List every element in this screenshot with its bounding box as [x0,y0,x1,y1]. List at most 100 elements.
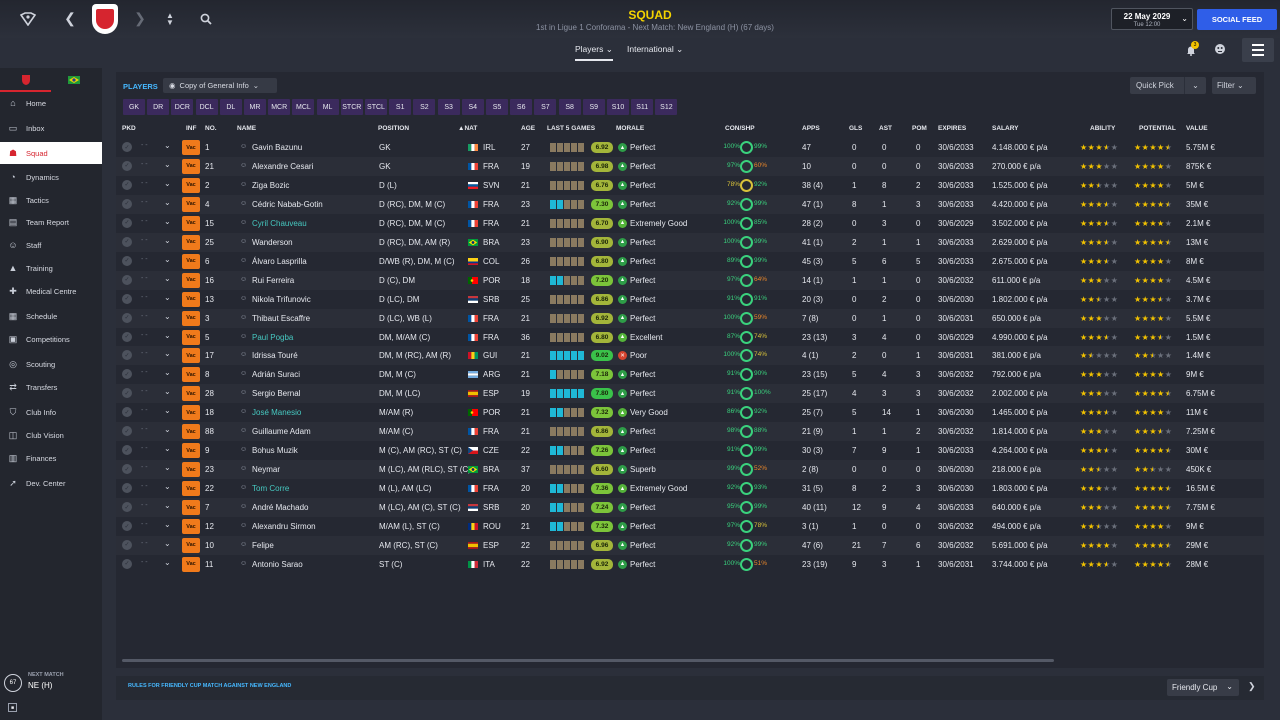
position-filter-s1[interactable]: S1 [389,99,412,115]
picked-icon[interactable]: ✓ [122,407,132,418]
picked-icon[interactable]: ✓ [122,464,132,475]
position-filter-s2[interactable]: S2 [413,99,436,115]
col-nat[interactable]: ▲NAT [458,125,477,132]
date-selector[interactable]: 22 May 2029 Tue 12:00 ⌄ [1111,8,1193,30]
col-value[interactable]: VALUE [1186,125,1208,132]
sidebar-item-schedule[interactable]: ▦ Schedule [0,305,102,327]
picked-icon[interactable]: ✓ [122,388,132,399]
picked-icon[interactable]: ✓ [122,198,132,209]
table-row[interactable]: ✓ - - ⌄ Vac 15 ☺ Cyril Chauveau D (RC), DM, M (… [116,214,1264,233]
vacation-badge[interactable]: Vac [182,310,200,326]
col-ability[interactable]: ABILITY [1090,125,1116,132]
position-filter-mcr[interactable]: MCR [268,99,291,115]
position-filter-s9[interactable]: S9 [582,99,605,115]
vacation-badge[interactable]: Vac [182,234,200,250]
view-selector[interactable]: ◉ Copy of General Info ⌄ [163,78,277,93]
vacation-badge[interactable]: Vac [182,177,200,193]
col-expires[interactable]: EXPIRES [938,125,967,132]
chevron-down-icon[interactable]: ⌄ [164,311,171,321]
position-filter-stcl[interactable]: STCL [365,99,387,115]
vacation-badge[interactable]: Vac [182,386,200,402]
up-down-icon[interactable]: ▲ ▼ [166,11,174,27]
picked-icon[interactable]: ✓ [122,331,132,342]
sidebar-item-inbox[interactable]: ▭ Inbox [0,117,102,139]
col-apps[interactable]: APPS [802,125,820,132]
table-row[interactable]: ✓ - - ⌄ Vac 4 ☺ Cédric Nabab-Gotin D (RC), DM, … [116,195,1264,214]
table-row[interactable]: ✓ - - ⌄ Vac 11 ☺ Antonio Sarao ST (C) ITA 22 6.92 ▲… [116,555,1264,574]
sidebar-item-transfers[interactable]: ⇄ Transfers [0,376,102,398]
sidebar-item-dynamics[interactable]: ◔ Dynamics [0,166,102,188]
vacation-badge[interactable]: Vac [182,367,200,383]
table-row[interactable]: ✓ - - ⌄ Vac 10 ☺ Felipe AM (RC), ST (C) ESP 22 6.9… [116,536,1264,555]
vacation-badge[interactable]: Vac [182,158,200,174]
vacation-badge[interactable]: Vac [182,500,200,516]
picked-icon[interactable]: ✓ [122,558,132,569]
picked-icon[interactable]: ✓ [122,539,132,550]
table-row[interactable]: ✓ - - ⌄ Vac 17 ☺ Idrissa Touré DM, M (RC), AM (… [116,346,1264,365]
position-filter-dr[interactable]: DR [147,99,170,115]
table-row[interactable]: ✓ - - ⌄ Vac 25 ☺ Wanderson D (RC), DM, AM (R) BR… [116,233,1264,252]
picked-icon[interactable]: ✓ [122,142,132,152]
picked-icon[interactable]: ✓ [122,160,132,171]
vacation-badge[interactable]: Vac [182,405,200,421]
position-filter-mr[interactable]: MR [244,99,266,115]
national-tab-icon[interactable] [66,73,82,87]
tab-international[interactable]: International ⌄ [627,44,683,55]
position-filter-s11[interactable]: S11 [631,99,654,115]
sidebar-item-club-info[interactable]: ⛉ Club Info [0,401,102,423]
col-conshp[interactable]: CON/SHP [725,125,755,132]
chevron-right-icon[interactable]: ❯ [1248,681,1256,691]
col-last5[interactable]: LAST 5 GAMES [547,125,596,132]
position-filter-stcr[interactable]: STCR [340,99,363,115]
table-row[interactable]: ✓ - - ⌄ Vac 6 ☺ Álvaro Lasprilla D/WB (R), DM, … [116,252,1264,271]
col-pkd[interactable]: PKD [122,125,136,132]
chevron-down-icon[interactable]: ⌄ [164,463,171,473]
search-icon[interactable] [198,10,214,28]
table-row[interactable]: ✓ - - ⌄ Vac 22 ☺ Tom Corre M (L), AM (LC) FRA 20 7… [116,479,1264,498]
horizontal-scrollbar[interactable] [122,659,1054,662]
vacation-badge[interactable]: Vac [182,272,200,288]
table-row[interactable]: ✓ - - ⌄ Vac 28 ☺ Sergio Bernal DM, M (LC) ESP 19 7… [116,384,1264,403]
picked-icon[interactable]: ✓ [122,236,132,247]
sidebar-item-club-vision[interactable]: ◫ Club Vision [0,424,102,446]
position-filter-s4[interactable]: S4 [461,99,484,115]
chevron-down-icon[interactable]: ⌄ [164,538,171,548]
sidebar-item-staff[interactable]: ☺ Staff [0,234,102,256]
vacation-badge[interactable]: Vac [182,215,200,231]
table-row[interactable]: ✓ - - ⌄ Vac 23 ☺ Neymar M (LC), AM (RLC), ST (C… [116,460,1264,479]
chevron-down-icon[interactable]: ⌄ [1184,77,1206,94]
club-tab-icon[interactable] [18,73,34,87]
position-filter-dl[interactable]: DL [219,99,242,115]
picked-icon[interactable]: ✓ [122,217,132,228]
table-row[interactable]: ✓ - - ⌄ Vac 5 ☺ Paul Pogba DM, M/AM (C) FRA 36 6.8… [116,328,1264,347]
table-row[interactable]: ✓ - - ⌄ Vac 9 ☺ Bohus Muzik M (C), AM (RC), ST … [116,441,1264,460]
position-filter-s8[interactable]: S8 [558,99,581,115]
vacation-badge[interactable]: Vac [182,537,200,553]
col-salary[interactable]: SALARY [992,125,1019,132]
chevron-down-icon[interactable]: ⌄ [164,444,171,454]
picked-icon[interactable]: ✓ [122,521,132,531]
chevron-down-icon[interactable]: ⌄ [164,141,171,150]
position-filter-s3[interactable]: S3 [437,99,460,115]
table-row[interactable]: ✓ - - ⌄ Vac 88 ☺ Guillaume Adam M/AM (C) FRA 21 6.… [116,422,1264,441]
chevron-down-icon[interactable]: ⌄ [164,387,171,397]
position-filter-s12[interactable]: S12 [655,99,678,115]
chevron-down-icon[interactable]: ⌄ [164,557,171,567]
position-filter-s6[interactable]: S6 [510,99,533,115]
quick-pick-button[interactable]: Quick Pick [1130,77,1206,94]
sidebar-item-squad[interactable]: ☗ Squad [0,142,102,164]
sidebar-item-scouting[interactable]: ◎ Scouting [0,353,102,375]
social-feed-button[interactable]: SOCIAL FEED [1197,9,1277,30]
chevron-down-icon[interactable]: ⌄ [164,235,171,245]
vacation-badge[interactable]: Vac [182,196,200,212]
vacation-badge[interactable]: Vac [182,140,200,155]
chevron-down-icon[interactable]: ⌄ [164,330,171,340]
picked-icon[interactable]: ✓ [122,483,132,494]
competition-selector[interactable]: Friendly Cup ⌄ [1167,679,1239,696]
picked-icon[interactable]: ✓ [122,502,132,513]
sidebar-item-training[interactable]: ▲ Training [0,257,102,279]
vacation-badge[interactable]: Vac [182,348,200,364]
vacation-badge[interactable]: Vac [182,519,200,534]
table-row[interactable]: ✓ - - ⌄ Vac 13 ☺ Nikola Trifunovic D (LC), DM SR… [116,290,1264,309]
chevron-down-icon[interactable]: ⌄ [164,273,171,283]
